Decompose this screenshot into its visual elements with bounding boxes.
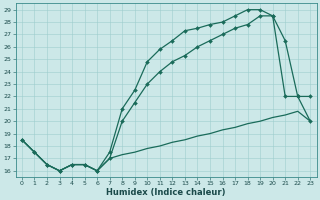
- X-axis label: Humidex (Indice chaleur): Humidex (Indice chaleur): [106, 188, 226, 197]
